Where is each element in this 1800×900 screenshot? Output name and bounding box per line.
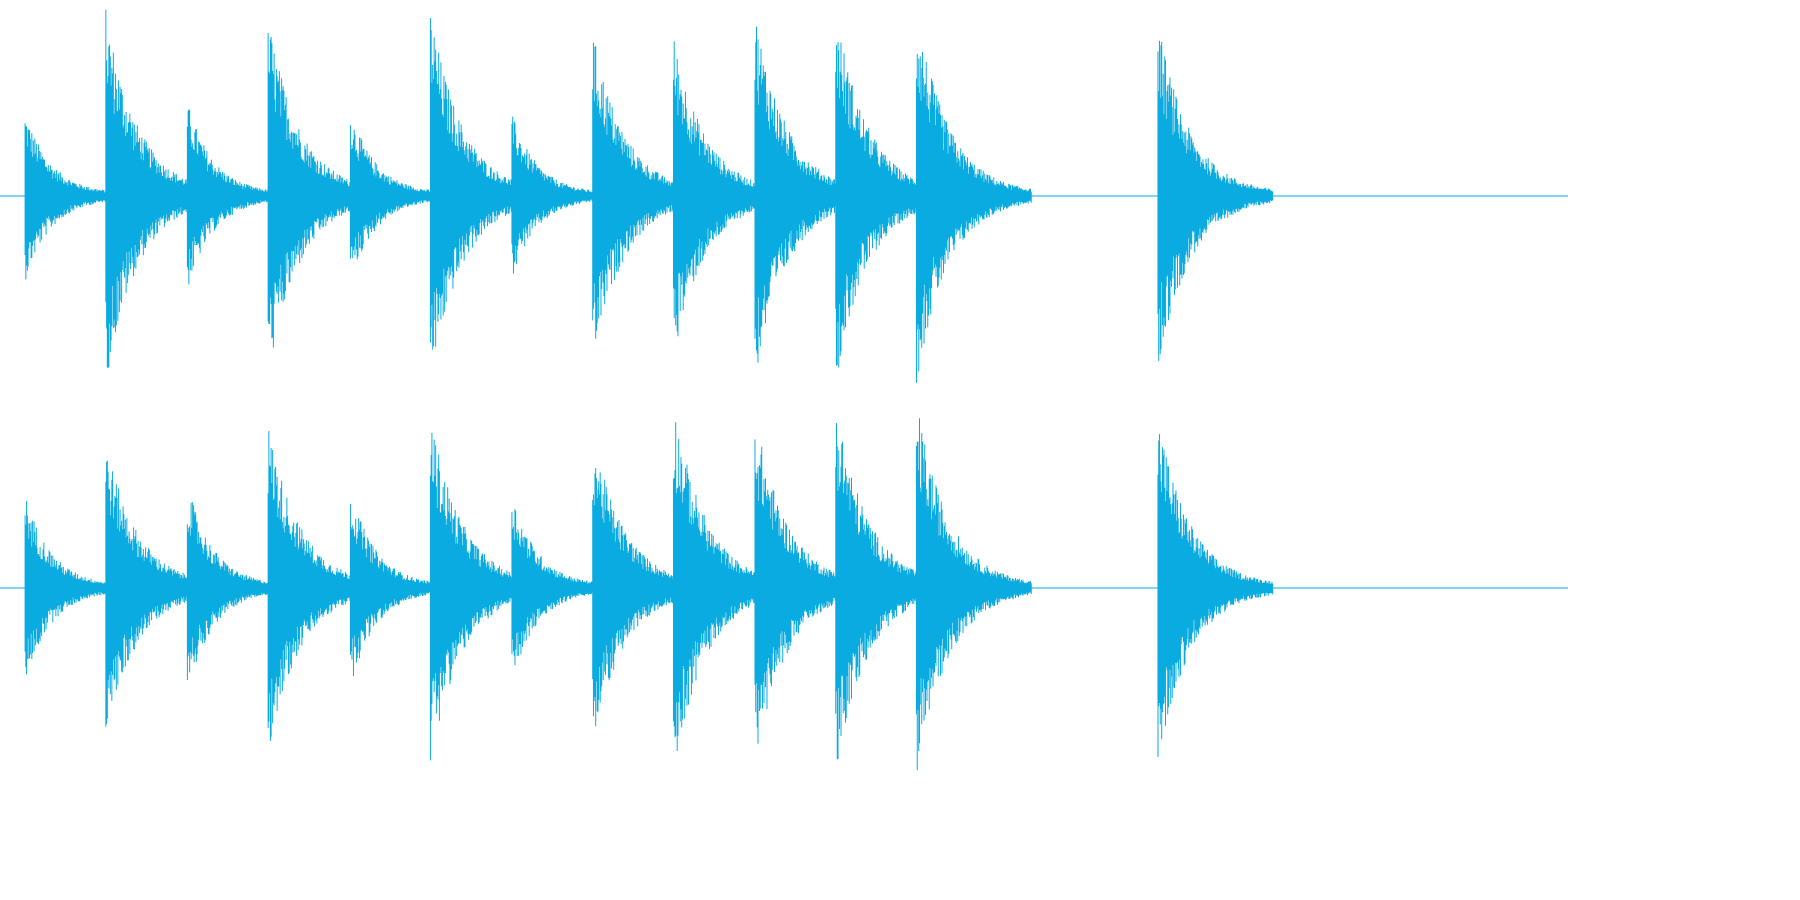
waveform-transient [24, 500, 106, 675]
waveform-transient [916, 52, 1032, 383]
channel-2-waveform [0, 418, 1568, 771]
waveform-transient [186, 109, 269, 285]
waveform-transient [754, 26, 836, 363]
waveform-transient [105, 9, 188, 368]
waveform-transient [429, 432, 512, 761]
waveform-transient [186, 502, 269, 680]
waveform-transient [105, 460, 188, 727]
waveform-transient [429, 18, 512, 350]
waveform-transient [835, 42, 917, 368]
waveform-transient [592, 467, 674, 727]
waveform-display [0, 9, 1568, 771]
waveform-transient [349, 504, 431, 677]
waveform-transient [592, 42, 674, 339]
waveform-transient [672, 41, 755, 337]
waveform-transient [1157, 40, 1274, 361]
waveform-transient [511, 116, 593, 274]
waveform-transient [267, 431, 351, 741]
waveform-transient [835, 423, 917, 760]
waveform-transient [349, 125, 431, 260]
waveform-transient [24, 123, 106, 280]
waveform-transient [672, 422, 755, 751]
waveform-transient [754, 439, 836, 744]
channel-1-waveform [0, 9, 1568, 383]
waveform-transient [1157, 434, 1274, 757]
waveform-transient [916, 418, 1032, 771]
waveform-transient [267, 33, 351, 348]
waveform-transient [511, 509, 593, 666]
